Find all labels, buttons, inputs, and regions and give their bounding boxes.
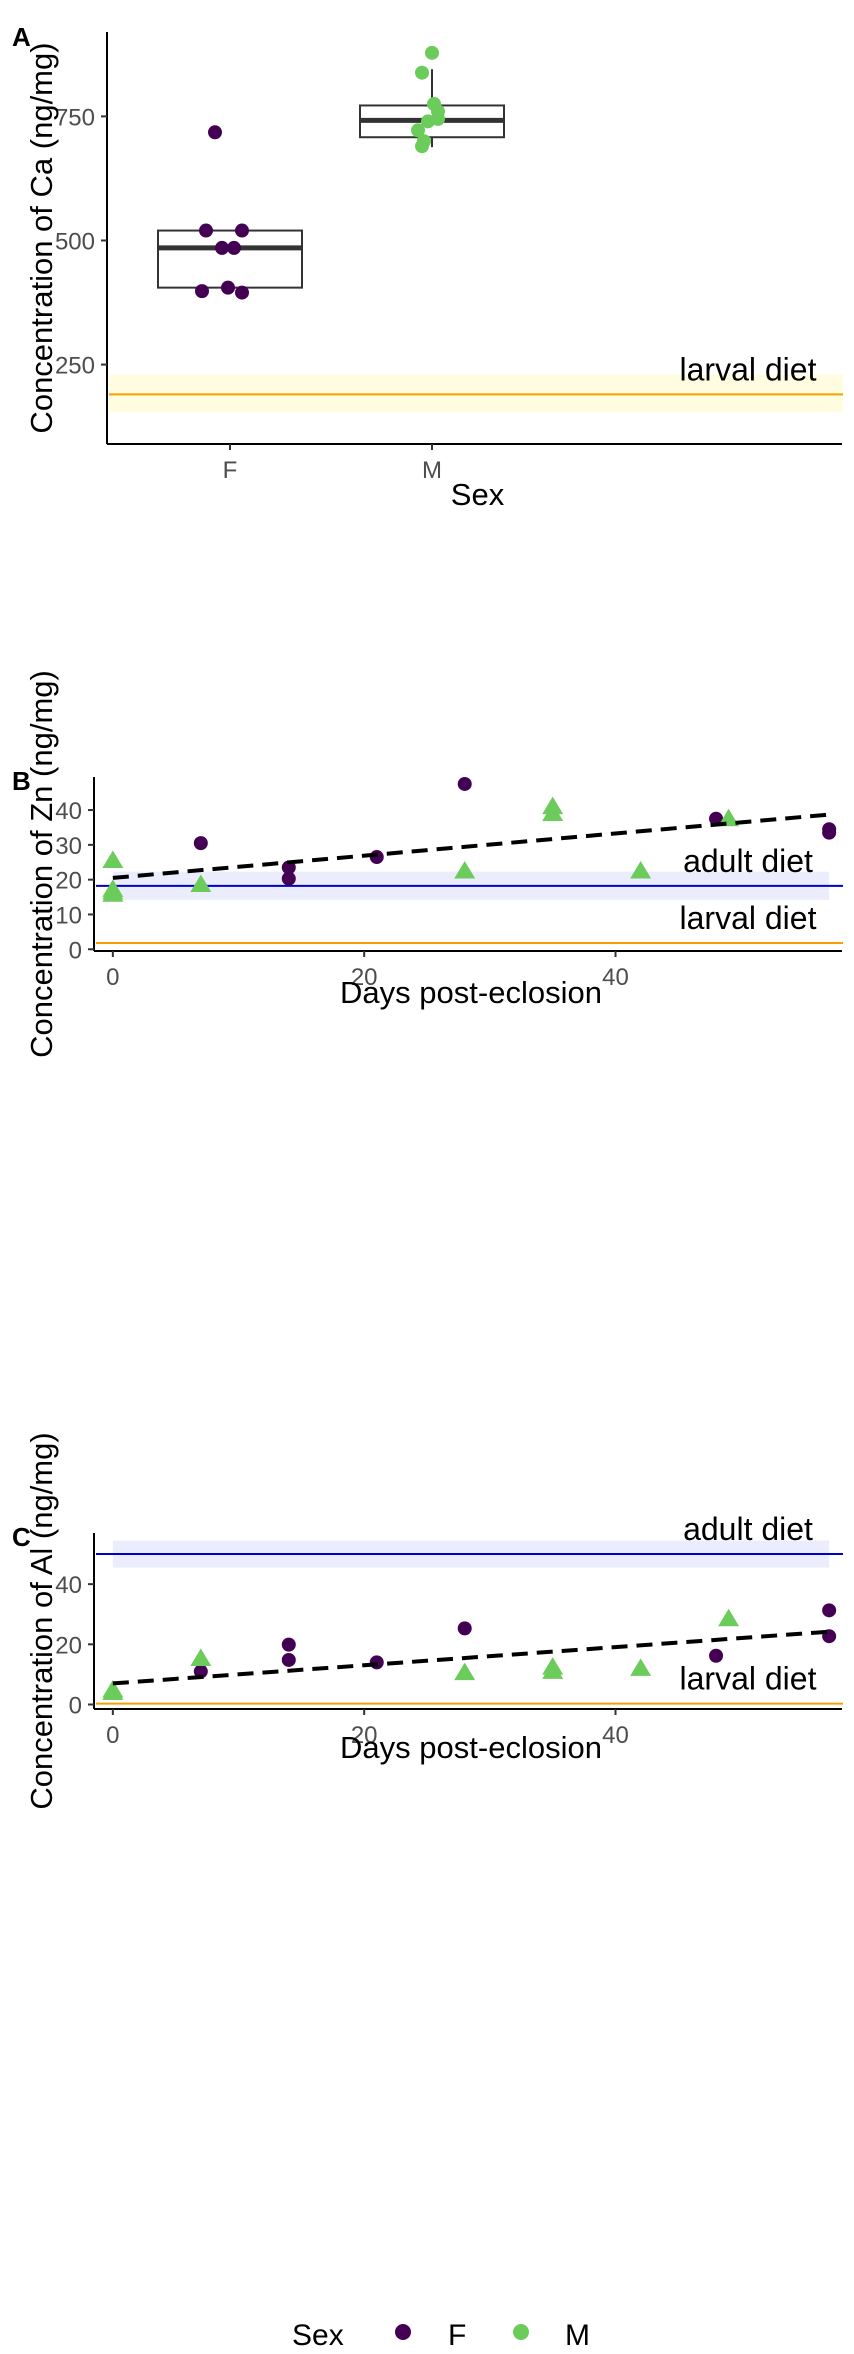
male-point xyxy=(415,139,429,154)
female-point xyxy=(221,280,235,295)
male-point xyxy=(454,860,476,879)
adult-diet-label: adult diet xyxy=(683,843,813,879)
y-tick-label: 500 xyxy=(55,228,95,255)
male-point xyxy=(425,45,439,60)
male-point xyxy=(190,1648,212,1666)
y-axis-title: Concentration of Zn (ng/mg) xyxy=(24,670,59,1058)
x-tick-label: 0 xyxy=(106,1722,119,1749)
male-point xyxy=(421,114,435,129)
female-point xyxy=(709,811,724,826)
y-tick-label: 30 xyxy=(55,833,82,860)
y-axis-title: Concentration of Ca (ng/mg) xyxy=(24,42,59,433)
y-axis-title: Concentration of Al (ng/mg) xyxy=(24,1432,59,1809)
female-point xyxy=(281,1637,296,1652)
larval-diet-label: larval diet xyxy=(680,1661,817,1697)
male-point xyxy=(718,1608,740,1627)
legend-title: Sex xyxy=(292,2319,344,2352)
x-axis-title: Days post-eclosion xyxy=(340,975,602,1010)
panel-letter: C xyxy=(12,1522,31,1552)
trend-line xyxy=(112,1629,830,1686)
female-point xyxy=(457,776,472,791)
y-tick-label: 40 xyxy=(55,1572,82,1599)
female-point xyxy=(235,285,249,300)
panel-letter: A xyxy=(12,22,31,52)
y-tick-label: 40 xyxy=(55,798,82,825)
female-point xyxy=(193,1664,208,1679)
y-tick-label: 0 xyxy=(69,937,82,964)
trend-line xyxy=(112,812,830,880)
y-tick-label: 750 xyxy=(55,104,95,131)
female-point xyxy=(208,125,222,140)
male-point xyxy=(102,884,124,902)
female-point xyxy=(199,223,213,238)
male-point xyxy=(454,1662,476,1681)
panel-letter: B xyxy=(12,766,31,796)
female-point xyxy=(822,1603,837,1618)
female-point xyxy=(281,871,296,886)
y-tick-label: 10 xyxy=(55,902,82,929)
male-point xyxy=(411,123,425,138)
x-tick-label: M xyxy=(422,457,442,484)
x-tick-label: 20 xyxy=(351,1722,378,1749)
male-point xyxy=(542,1661,564,1679)
female-point xyxy=(369,850,384,865)
legend-female-marker xyxy=(395,2324,411,2340)
y-tick-label: 0 xyxy=(69,1692,82,1719)
male-point xyxy=(630,860,652,879)
female-point xyxy=(457,1621,472,1636)
male-point xyxy=(718,808,740,827)
male-point xyxy=(630,1658,652,1676)
y-tick-label: 250 xyxy=(55,353,95,380)
legend-label: F xyxy=(448,2319,466,2352)
adult-diet-label: adult diet xyxy=(683,1511,813,1547)
male-point xyxy=(415,65,429,80)
female-point xyxy=(709,1648,724,1663)
panel-a-plot: larval diet 250 500 750 F M Sex Concentration o… xyxy=(24,32,843,512)
female-point xyxy=(227,240,241,255)
male-point xyxy=(190,874,212,893)
female-point xyxy=(193,836,208,851)
y-tick-label: 20 xyxy=(55,868,82,895)
male-point xyxy=(102,1682,124,1700)
female-point xyxy=(195,284,209,299)
female-point xyxy=(281,1652,296,1667)
female-point xyxy=(235,223,249,238)
x-tick-label: 0 xyxy=(106,964,119,991)
male-point xyxy=(542,803,564,822)
x-axis-title: Sex xyxy=(451,477,505,512)
female-point xyxy=(822,825,837,840)
x-tick-label: 40 xyxy=(602,964,629,991)
legend-male-marker xyxy=(513,2324,529,2340)
male-point xyxy=(102,850,124,869)
x-tick-label: 40 xyxy=(602,1722,629,1749)
x-tick-label: F xyxy=(223,457,238,484)
legend: Sex F M xyxy=(292,2319,590,2352)
x-axis-title: Days post-eclosion xyxy=(340,1730,602,1765)
larval-diet-label: larval diet xyxy=(680,351,817,387)
y-tick-label: 20 xyxy=(55,1632,82,1659)
legend-label: M xyxy=(565,2319,590,2352)
larval-diet-band xyxy=(109,374,843,412)
larval-diet-label: larval diet xyxy=(680,900,817,936)
female-point xyxy=(215,240,229,255)
box-iqr xyxy=(157,229,303,289)
x-tick-label: 20 xyxy=(351,964,378,991)
